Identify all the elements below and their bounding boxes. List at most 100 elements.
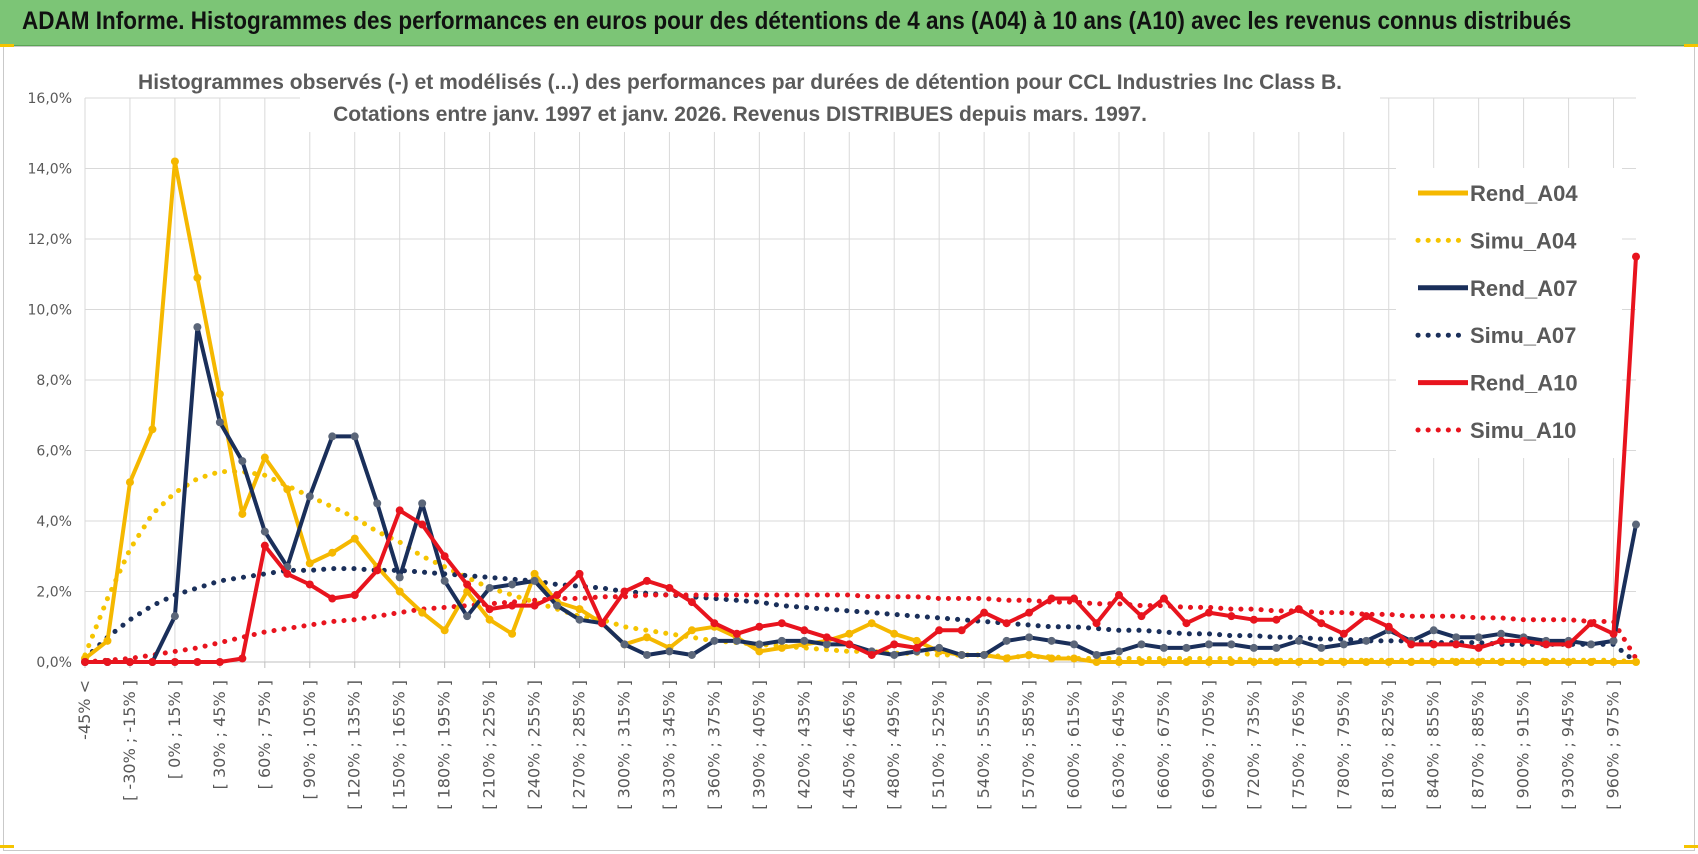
data-point-rend_a10	[1137, 612, 1146, 621]
data-point-rend_a07	[642, 650, 651, 659]
data-point-rend_a07	[732, 636, 741, 645]
data-point-rend_a10	[350, 591, 359, 600]
data-point-rend_a07	[1362, 636, 1371, 645]
data-point-rend_a10	[1497, 636, 1506, 645]
data-point-rend_a07	[328, 432, 337, 441]
x-axis: -45% < [ -30% ; -15% ] [ 0% ; 15% ] [ 30% ;…	[75, 661, 1636, 810]
x-tick-label: [ 840% ; 855% ]	[1424, 680, 1443, 810]
data-point-rend_a07	[710, 636, 719, 645]
series-line-simu_a10	[82, 592, 1639, 665]
data-point-rend_a07	[1182, 643, 1191, 652]
data-point-rend_a07	[822, 640, 831, 649]
x-tick-label: [ 780% ; 795% ]	[1334, 680, 1353, 810]
x-tick-label: [ 630% ; 645% ]	[1109, 680, 1128, 810]
data-point-rend_a10	[485, 605, 494, 614]
data-point-rend_a07	[1002, 636, 1011, 645]
x-tick-label: [ 690% ; 705% ]	[1199, 680, 1218, 810]
data-point-rend_a07	[485, 583, 494, 592]
data-point-rend_a10	[710, 619, 719, 628]
data-point-rend_a04	[260, 453, 269, 462]
data-point-rend_a10	[305, 580, 314, 589]
data-point-rend_a10	[1542, 640, 1551, 649]
data-point-rend_a07	[1339, 640, 1348, 649]
data-point-rend_a10	[890, 640, 899, 649]
data-point-rend_a07	[395, 573, 404, 582]
y-tick-label: 0,0%	[36, 655, 72, 671]
data-point-rend_a04	[1519, 658, 1528, 666]
legend-label-rend_a07: Rend_A07	[1470, 276, 1578, 301]
data-point-rend_a07	[1294, 636, 1303, 645]
x-tick-label: [ 900% ; 915% ]	[1514, 680, 1533, 810]
y-tick-label: 4,0%	[36, 514, 72, 530]
series-group	[81, 157, 1640, 666]
data-point-rend_a04	[1474, 658, 1483, 666]
data-point-rend_a07	[665, 647, 674, 656]
x-tick-label: [ 450% ; 465% ]	[839, 680, 858, 810]
data-point-rend_a10	[665, 583, 674, 592]
data-point-rend_a10	[1227, 612, 1236, 621]
data-point-rend_a10	[1384, 622, 1393, 631]
chart-title: Histogrammes observés (-) et modélisés (…	[138, 71, 1342, 94]
data-point-rend_a10	[238, 654, 247, 663]
x-tick-label: [ 270% ; 285% ]	[570, 680, 589, 810]
data-point-rend_a07	[800, 636, 809, 645]
data-point-rend_a04	[530, 569, 539, 578]
data-point-rend_a04	[1497, 658, 1506, 666]
chart-subtitle: Cotations entre janv. 1997 et janv. 2026…	[333, 103, 1147, 126]
data-point-rend_a10	[193, 658, 202, 666]
data-point-rend_a07	[1092, 650, 1101, 659]
data-point-rend_a07	[1025, 633, 1034, 642]
x-tick-label: [ 480% ; 495% ]	[884, 680, 903, 810]
y-tick-label: 6,0%	[36, 444, 72, 460]
data-point-rend_a04	[395, 587, 404, 596]
series-line-rend_a04	[83, 159, 1636, 664]
data-point-rend_a10	[1317, 619, 1326, 628]
data-point-rend_a04	[1542, 658, 1551, 666]
data-point-rend_a07	[777, 636, 786, 645]
data-point-rend_a04	[193, 273, 202, 282]
x-tick-label: [ 210% ; 225% ]	[480, 680, 499, 810]
data-point-rend_a10	[1047, 594, 1056, 603]
data-point-rend_a10	[1609, 629, 1618, 638]
data-point-rend_a04	[642, 633, 651, 642]
x-tick-label: [ 660% ; 675% ]	[1154, 680, 1173, 810]
data-point-rend_a04	[1407, 658, 1416, 666]
data-point-rend_a07	[260, 527, 269, 536]
data-point-rend_a04	[125, 478, 134, 487]
data-point-rend_a10	[103, 658, 112, 666]
data-point-rend_a10	[800, 626, 809, 635]
data-point-rend_a07	[1452, 633, 1461, 642]
data-point-rend_a07	[957, 650, 966, 659]
data-point-rend_a10	[598, 619, 606, 628]
data-point-rend_a04	[238, 509, 247, 518]
data-point-rend_a04	[1137, 658, 1146, 666]
legend-label-simu_a10: Simu_A10	[1470, 418, 1576, 443]
data-point-rend_a07	[170, 612, 179, 621]
data-point-rend_a04	[755, 647, 764, 656]
data-point-rend_a10	[418, 520, 427, 529]
data-point-rend_a04	[912, 636, 921, 645]
data-point-rend_a07	[418, 499, 427, 508]
data-point-rend_a10	[1272, 615, 1281, 624]
data-point-rend_a07	[755, 640, 764, 649]
data-point-rend_a10	[1294, 605, 1303, 614]
x-tick-label: [ -30% ; -15% ]	[120, 680, 139, 801]
data-point-rend_a04	[867, 619, 876, 628]
data-point-rend_a07	[1632, 520, 1640, 529]
data-point-rend_a04	[1339, 658, 1348, 666]
x-tick-label: [ 930% ; 945% ]	[1559, 680, 1578, 810]
series-line-simu_a07	[82, 566, 1639, 665]
data-point-rend_a07	[1227, 640, 1236, 649]
data-point-rend_a04	[440, 626, 449, 635]
data-point-rend_a10	[642, 576, 651, 585]
data-point-rend_a10	[373, 566, 382, 575]
data-point-rend_a07	[1137, 640, 1146, 649]
data-point-rend_a10	[1429, 640, 1438, 649]
data-point-rend_a07	[687, 650, 696, 659]
corner-accent-bottom-left	[0, 845, 14, 848]
data-point-rend_a04	[1070, 654, 1079, 663]
data-point-rend_a07	[1070, 640, 1079, 649]
series-line-simu_a04	[82, 469, 1639, 665]
data-point-rend_a07	[1317, 643, 1326, 652]
data-point-rend_a07	[620, 640, 629, 649]
